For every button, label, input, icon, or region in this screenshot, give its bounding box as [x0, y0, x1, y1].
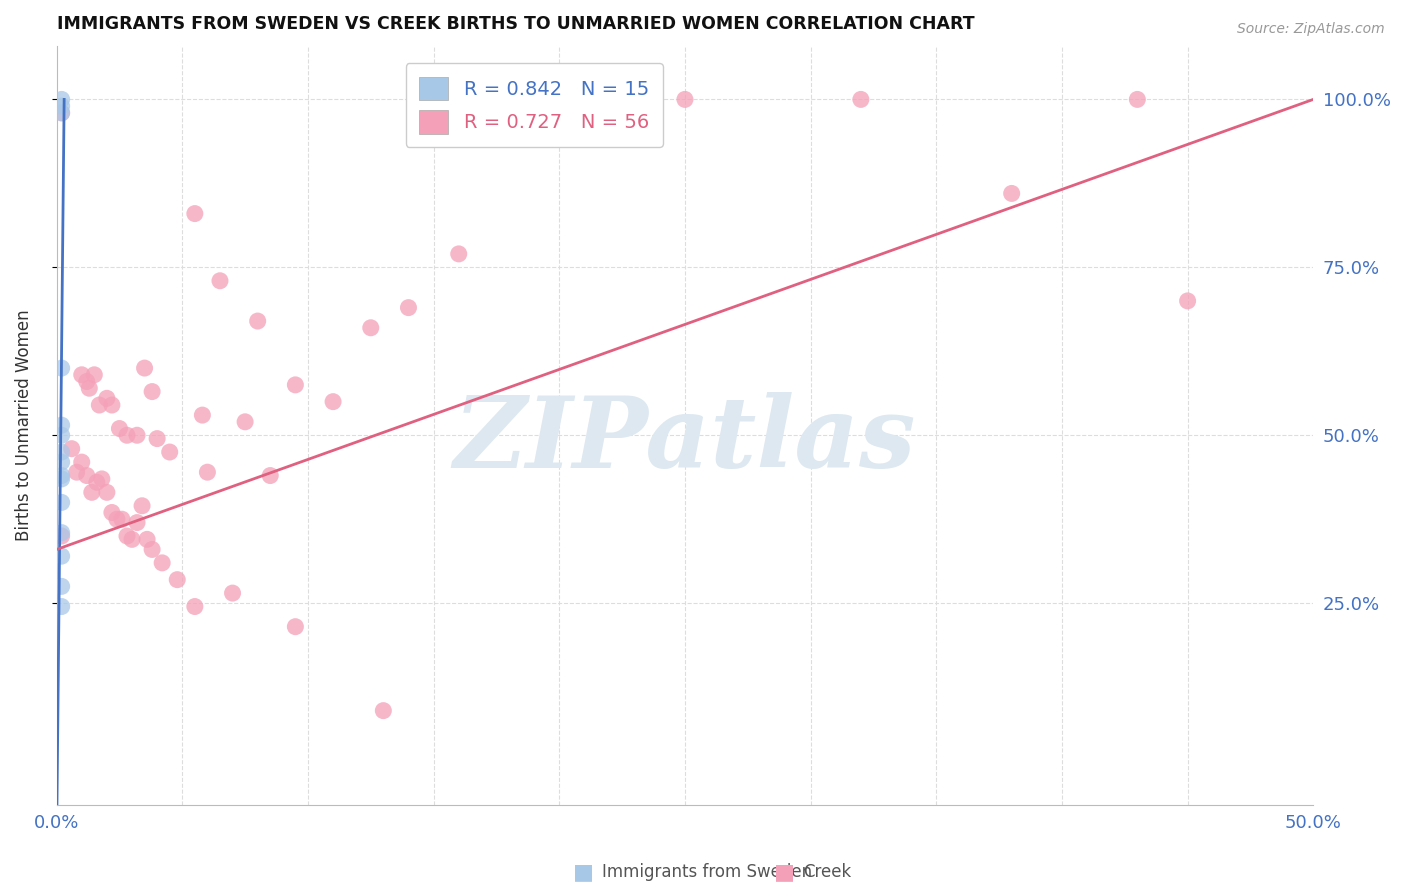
Point	[51, 418, 73, 433]
Point	[111, 512, 134, 526]
Point	[51, 105, 73, 120]
Point	[96, 485, 118, 500]
Point	[86, 475, 108, 490]
Point	[96, 392, 118, 406]
Point	[233, 415, 256, 429]
Point	[51, 99, 73, 113]
Point	[79, 381, 101, 395]
Point	[60, 442, 83, 456]
Point	[849, 92, 872, 106]
Point	[373, 704, 395, 718]
Point	[115, 529, 138, 543]
Point	[125, 428, 148, 442]
Point	[131, 499, 153, 513]
Point	[398, 301, 420, 315]
Point	[136, 533, 159, 547]
Point	[51, 495, 73, 509]
Point	[141, 542, 163, 557]
Point	[51, 105, 73, 120]
Point	[90, 472, 112, 486]
Point	[51, 472, 73, 486]
Point	[108, 421, 131, 435]
Point	[101, 398, 124, 412]
Point	[51, 599, 73, 614]
Point	[259, 468, 281, 483]
Point	[121, 533, 143, 547]
Text: IMMIGRANTS FROM SWEDEN VS CREEK BIRTHS TO UNMARRIED WOMEN CORRELATION CHART: IMMIGRANTS FROM SWEDEN VS CREEK BIRTHS T…	[56, 15, 974, 33]
Point	[150, 556, 173, 570]
Text: Immigrants from Sweden: Immigrants from Sweden	[602, 863, 811, 881]
Point	[80, 485, 103, 500]
Point	[221, 586, 243, 600]
Point	[284, 377, 307, 392]
Point	[51, 579, 73, 593]
Point	[191, 408, 214, 422]
Legend: R = 0.842   N = 15, R = 0.727   N = 56: R = 0.842 N = 15, R = 0.727 N = 56	[405, 63, 662, 147]
Point	[184, 599, 207, 614]
Point	[51, 445, 73, 459]
Text: ■: ■	[574, 863, 593, 882]
Text: Creek: Creek	[803, 863, 851, 881]
Point	[76, 375, 98, 389]
Point	[51, 525, 73, 540]
Text: Source: ZipAtlas.com: Source: ZipAtlas.com	[1237, 22, 1385, 37]
Point	[70, 368, 93, 382]
Point	[89, 398, 111, 412]
Point	[51, 468, 73, 483]
Point	[146, 432, 169, 446]
Point	[284, 620, 307, 634]
Point	[101, 506, 124, 520]
Point	[51, 361, 73, 376]
Point	[360, 320, 382, 334]
Point	[76, 468, 98, 483]
Point	[1177, 293, 1199, 308]
Point	[141, 384, 163, 399]
Point	[51, 455, 73, 469]
Point	[197, 465, 219, 479]
Point	[115, 428, 138, 442]
Point	[51, 92, 73, 106]
Text: ZIPatlas: ZIPatlas	[454, 392, 917, 489]
Point	[184, 206, 207, 220]
Point	[66, 465, 89, 479]
Point	[673, 92, 696, 106]
Point	[105, 512, 128, 526]
Point	[70, 455, 93, 469]
Point	[134, 361, 156, 376]
Point	[51, 428, 73, 442]
Point	[447, 247, 470, 261]
Point	[322, 394, 344, 409]
Point	[246, 314, 269, 328]
Point	[51, 549, 73, 563]
Point	[83, 368, 105, 382]
Point	[1126, 92, 1149, 106]
Point	[166, 573, 188, 587]
Y-axis label: Births to Unmarried Women: Births to Unmarried Women	[15, 310, 32, 541]
Point	[1001, 186, 1024, 201]
Point	[125, 516, 148, 530]
Point	[208, 274, 231, 288]
Point	[159, 445, 181, 459]
Point	[51, 529, 73, 543]
Text: ■: ■	[775, 863, 794, 882]
